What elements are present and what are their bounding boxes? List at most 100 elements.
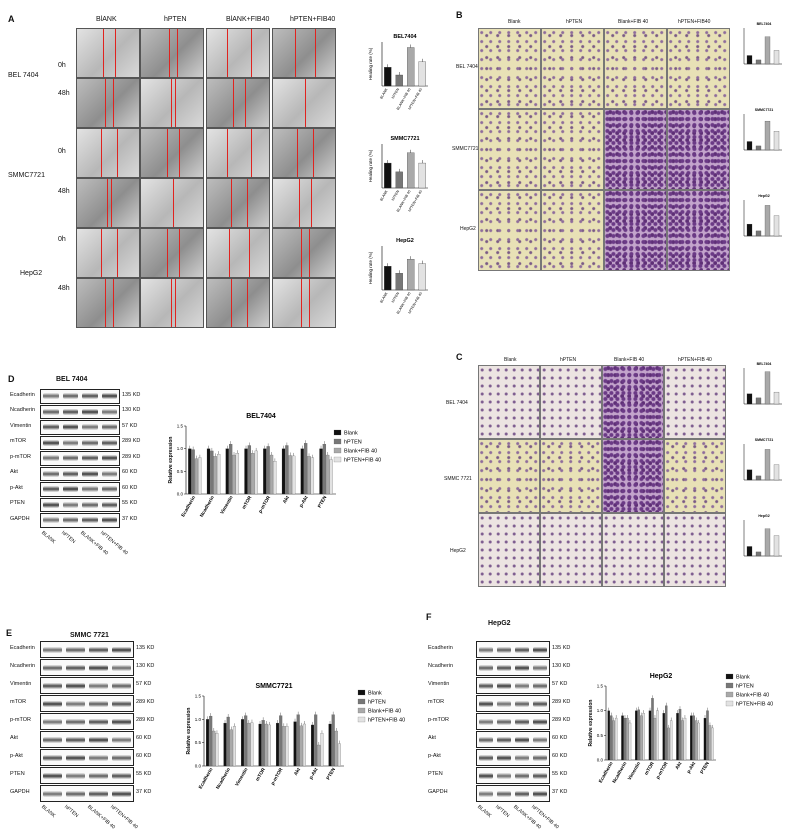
- y-axis-label: Relative expression: [588, 700, 594, 747]
- transwell-image: [478, 513, 540, 587]
- mini-chart-title: SMMC7721: [755, 438, 774, 442]
- legend-swatch: [333, 447, 342, 454]
- protein-label: Vimentin: [10, 422, 32, 429]
- category-label: Akt: [282, 495, 291, 505]
- protein-band: [497, 646, 511, 653]
- protein-band: [62, 486, 78, 493]
- blot-strip: [40, 497, 120, 512]
- legend-label: hPTEN: [368, 700, 386, 706]
- scratch-image: [206, 78, 270, 128]
- kd-label: 289 KD: [122, 453, 141, 460]
- protein-band: [479, 754, 493, 761]
- category-label: hPTEN: [391, 87, 400, 99]
- scratch-image: [206, 278, 270, 328]
- a-col-2: hPTEN: [164, 16, 187, 23]
- scratch-line: [107, 179, 108, 227]
- grouped-chart: BEL7404 0.0 0.5 1.0 1.5 Relative expression Ec…: [168, 413, 381, 518]
- scratch-line: [117, 129, 118, 177]
- bar: [746, 55, 753, 65]
- protein-band: [82, 517, 98, 524]
- kd-label: 130 KD: [122, 407, 141, 414]
- bar: [610, 715, 613, 761]
- category-label: mTOR: [644, 761, 657, 777]
- protein-band: [66, 790, 85, 797]
- protein-band: [497, 682, 511, 689]
- scratch-image: [272, 78, 336, 128]
- transwell-image: [478, 365, 540, 439]
- y-tick-label: 0.0: [177, 492, 184, 497]
- protein-band: [101, 470, 117, 477]
- timepoint-label: 0h: [58, 236, 66, 243]
- scratch-line: [247, 179, 248, 227]
- protein-band: [43, 664, 62, 671]
- bar: [395, 171, 403, 189]
- panel-a-label: A: [8, 14, 15, 24]
- category-label: BLANK: [379, 87, 389, 100]
- category-label: Ecadherin: [198, 767, 215, 790]
- bar: [329, 459, 333, 495]
- legend-swatch: [725, 691, 734, 698]
- scratch-line: [227, 129, 228, 177]
- kd-label: 55 KD: [122, 500, 138, 507]
- scratch-line: [301, 279, 302, 327]
- mini-chart-title: HepG2: [758, 514, 769, 518]
- protein-band: [112, 682, 131, 689]
- scratch-image: [140, 128, 204, 178]
- y-tick-label: 1.0: [177, 446, 184, 451]
- bar: [746, 141, 753, 151]
- y-axis-label: Healing rate (%): [368, 251, 373, 284]
- protein-band: [62, 439, 78, 446]
- protein-band: [497, 772, 511, 779]
- bar: [628, 722, 632, 761]
- y-tick-label: 0.0: [195, 764, 202, 769]
- bar: [623, 717, 627, 761]
- scratch-image: [272, 128, 336, 178]
- b-col-4: hPTEN+FIB40: [678, 19, 711, 25]
- category-label: hPTEN: [391, 291, 400, 303]
- protein-band: [533, 736, 547, 743]
- b-col-3: Blank+FIB 40: [618, 19, 649, 25]
- a-col-4: hPTEN+FIB40: [290, 16, 336, 23]
- bar: [240, 719, 245, 767]
- timepoint-label: 48h: [58, 90, 70, 97]
- scratch-image: [206, 128, 270, 178]
- scratch-image: [272, 228, 336, 278]
- bar: [244, 448, 248, 495]
- bar: [269, 454, 274, 495]
- blot-strip: [40, 695, 134, 712]
- bar: [267, 724, 271, 767]
- transwell-image: [602, 513, 664, 587]
- kd-label: 57 KD: [122, 422, 138, 429]
- scratch-line: [315, 29, 316, 77]
- protein-band: [43, 501, 59, 508]
- scratch-line: [105, 279, 106, 327]
- bar: [247, 722, 251, 767]
- chart-title: BEL7404: [246, 413, 276, 420]
- protein-label: p-Akt: [10, 753, 23, 759]
- protein-band: [101, 393, 117, 400]
- legend-swatch: [333, 429, 342, 436]
- legend-label: Blank+FIB 40: [736, 693, 769, 699]
- chart-title: SMMC7721: [256, 683, 293, 690]
- blot-strip: [476, 713, 550, 730]
- bar: [642, 713, 645, 761]
- kd-label: 135 KD: [136, 645, 155, 651]
- bar: [232, 454, 236, 495]
- kd-label: 289 KD: [136, 717, 155, 723]
- bar: [384, 266, 392, 291]
- protein-band: [89, 754, 108, 761]
- protein-band: [497, 736, 511, 743]
- protein-label: Akt: [10, 735, 18, 741]
- protein-label: p-mTOR: [10, 717, 31, 723]
- bar: [755, 59, 762, 65]
- scratch-line: [299, 179, 300, 227]
- bar: [711, 727, 714, 761]
- bar: [215, 733, 219, 767]
- protein-band: [533, 754, 547, 761]
- protein-band: [112, 664, 131, 671]
- bar: [322, 444, 327, 495]
- category-label: Vimentin: [219, 495, 234, 516]
- bar: [694, 720, 698, 761]
